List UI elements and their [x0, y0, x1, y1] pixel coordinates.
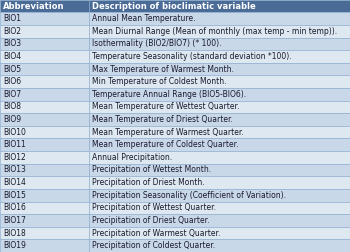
Bar	[89, 176, 350, 189]
Bar	[89, 189, 350, 202]
Bar	[89, 214, 350, 227]
Bar	[0, 101, 89, 113]
Text: Description of bioclimatic variable: Description of bioclimatic variable	[92, 2, 256, 11]
Text: Mean Temperature of Driest Quarter.: Mean Temperature of Driest Quarter.	[92, 115, 233, 124]
Bar	[89, 63, 350, 75]
Text: BIO19: BIO19	[3, 241, 26, 250]
Text: BIO18: BIO18	[3, 229, 26, 238]
Text: BIO1: BIO1	[3, 14, 21, 23]
Text: BIO9: BIO9	[3, 115, 21, 124]
Text: Abbreviation: Abbreviation	[3, 2, 64, 11]
Text: Precipitation of Driest Month.: Precipitation of Driest Month.	[92, 178, 205, 187]
Text: Annual Precipitation.: Annual Precipitation.	[92, 153, 172, 162]
Text: Temperature Seasonality (standard deviation *100).: Temperature Seasonality (standard deviat…	[92, 52, 292, 61]
Bar	[0, 50, 89, 63]
Bar	[0, 12, 89, 25]
Bar	[0, 88, 89, 101]
Bar	[0, 25, 89, 38]
Text: Precipitation of Coldest Quarter.: Precipitation of Coldest Quarter.	[92, 241, 215, 250]
Bar	[0, 63, 89, 75]
Bar	[89, 38, 350, 50]
Text: Precipitation of Wettest Quarter.: Precipitation of Wettest Quarter.	[92, 203, 216, 212]
Text: Mean Temperature of Coldest Quarter.: Mean Temperature of Coldest Quarter.	[92, 140, 239, 149]
Bar	[0, 176, 89, 189]
Bar	[89, 202, 350, 214]
Text: Precipitation of Warmest Quarter.: Precipitation of Warmest Quarter.	[92, 229, 220, 238]
Text: BIO4: BIO4	[3, 52, 21, 61]
Bar	[0, 113, 89, 126]
Bar	[89, 75, 350, 88]
Bar	[0, 151, 89, 164]
Bar	[89, 151, 350, 164]
Bar	[89, 25, 350, 38]
Text: BIO13: BIO13	[3, 166, 26, 174]
Bar	[89, 12, 350, 25]
Text: BIO3: BIO3	[3, 39, 21, 48]
Bar	[89, 227, 350, 239]
Text: BIO2: BIO2	[3, 27, 21, 36]
Bar	[89, 88, 350, 101]
Bar	[0, 0, 89, 12]
Bar	[0, 164, 89, 176]
Bar	[89, 126, 350, 138]
Text: Mean Diurnal Range (Mean of monthly (max temp - min temp)).: Mean Diurnal Range (Mean of monthly (max…	[92, 27, 337, 36]
Text: BIO11: BIO11	[3, 140, 26, 149]
Bar	[89, 239, 350, 252]
Text: BIO16: BIO16	[3, 203, 26, 212]
Text: Isothermality (BIO2/BIO7) (* 100).: Isothermality (BIO2/BIO7) (* 100).	[92, 39, 222, 48]
Bar	[89, 113, 350, 126]
Bar	[0, 75, 89, 88]
Text: BIO7: BIO7	[3, 90, 21, 99]
Bar	[0, 202, 89, 214]
Bar	[0, 214, 89, 227]
Text: Max Temperature of Warmest Month.: Max Temperature of Warmest Month.	[92, 65, 234, 74]
Text: Mean Temperature of Warmest Quarter.: Mean Temperature of Warmest Quarter.	[92, 128, 244, 137]
Bar	[0, 189, 89, 202]
Text: BIO5: BIO5	[3, 65, 21, 74]
Text: BIO14: BIO14	[3, 178, 26, 187]
Bar	[89, 138, 350, 151]
Text: BIO6: BIO6	[3, 77, 21, 86]
Bar	[89, 50, 350, 63]
Bar	[0, 138, 89, 151]
Text: Precipitation of Driest Quarter.: Precipitation of Driest Quarter.	[92, 216, 210, 225]
Text: BIO10: BIO10	[3, 128, 26, 137]
Text: Min Temperature of Coldest Month.: Min Temperature of Coldest Month.	[92, 77, 226, 86]
Text: Precipitation of Wettest Month.: Precipitation of Wettest Month.	[92, 166, 211, 174]
Text: Temperature Annual Range (BIO5-BIO6).: Temperature Annual Range (BIO5-BIO6).	[92, 90, 246, 99]
Bar	[0, 38, 89, 50]
Bar	[89, 164, 350, 176]
Text: Annual Mean Temperature.: Annual Mean Temperature.	[92, 14, 196, 23]
Text: BIO15: BIO15	[3, 191, 26, 200]
Text: BIO8: BIO8	[3, 102, 21, 111]
Text: Mean Temperature of Wettest Quarter.: Mean Temperature of Wettest Quarter.	[92, 102, 239, 111]
Text: BIO12: BIO12	[3, 153, 26, 162]
Bar	[89, 101, 350, 113]
Bar	[0, 227, 89, 239]
Text: BIO17: BIO17	[3, 216, 26, 225]
Bar	[89, 0, 350, 12]
Bar	[0, 239, 89, 252]
Bar	[0, 126, 89, 138]
Text: Precipitation Seasonality (Coefficient of Variation).: Precipitation Seasonality (Coefficient o…	[92, 191, 286, 200]
